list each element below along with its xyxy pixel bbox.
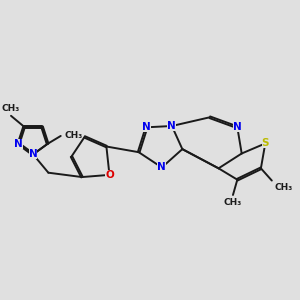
Text: CH₃: CH₃ xyxy=(2,104,20,113)
Text: S: S xyxy=(262,139,269,148)
Text: N: N xyxy=(14,139,23,149)
Text: N: N xyxy=(29,149,38,159)
Text: CH₃: CH₃ xyxy=(64,131,83,140)
Text: O: O xyxy=(105,170,114,180)
Text: CH₃: CH₃ xyxy=(275,183,293,192)
Text: N: N xyxy=(167,121,176,131)
Text: N: N xyxy=(233,122,242,132)
Text: N: N xyxy=(158,163,166,172)
Text: N: N xyxy=(142,122,151,132)
Text: CH₃: CH₃ xyxy=(224,198,242,207)
